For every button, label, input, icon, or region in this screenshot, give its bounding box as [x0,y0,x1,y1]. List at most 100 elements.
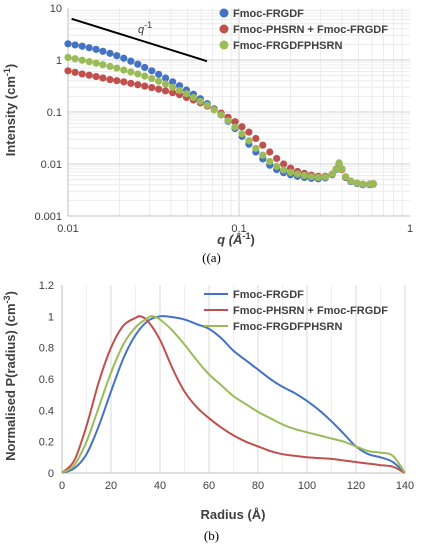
chart-a-point [148,67,156,75]
chart-a-point [353,179,361,187]
chart-a-point [252,134,260,143]
chart-a-point [155,77,163,85]
chart-b-x-tick-label: 80 [252,480,264,492]
chart-a-point [71,55,79,63]
chart-b-legend: Fmoc-FRGDF Fmoc-PHSRN + Fmoc-FRGDF Fmoc-FR… [204,289,388,333]
chart-a-point [106,62,114,71]
chart-a-x-tick-label: 0.1 [231,223,246,235]
chart-b-size-distribution: 0 20 40 60 80 100 120 140 0 0.2 0.4 0.6 0.8 1 1.2 Norm… [2,280,414,522]
chart-a-point [175,86,184,95]
chart-a-point [169,89,177,97]
chart-a-point [238,123,246,131]
chart-a-point [155,70,163,78]
chart-a-point [78,42,86,50]
chart-a-point [113,77,121,85]
chart-b-ticks: 0 20 40 60 80 100 120 140 0 0.2 0.4 0.6 0.8 1 1.2 [39,280,414,492]
chart-a-legend: Fmoc-FRGDF Fmoc-PHSRN + Fmoc-FRGDF Fmoc-FR… [219,8,388,52]
chart-a-point [141,72,149,80]
chart-a-point [321,173,329,181]
chart-a-point [120,54,128,62]
chart-a-point [78,70,86,78]
chart-a-point [300,171,309,180]
chart-a-point [78,56,86,64]
chart-a-ylabel: Intensity (cm-1) [2,64,18,157]
chart-a-point [127,79,135,87]
chart-b-series [61,315,406,474]
chart-a-point [64,67,72,75]
chart-b-x-tick-label: 140 [396,480,414,492]
chart-a-point [92,59,100,67]
chart-a-point [99,61,107,69]
chart-a-point [238,130,246,138]
chart-a-point [259,141,267,149]
chart-b-series-line-2 [61,315,406,474]
chart-a-legend-label: Fmoc-PHSRN + Fmoc-FRGDF [233,24,388,36]
chart-a-point [273,154,281,163]
chart-a-point [134,60,142,68]
chart-a-point [217,111,225,119]
chart-a-point [141,63,149,72]
panel-label-a: ((a) [202,250,221,265]
chart-a-series-2 [64,53,377,188]
chart-a-point [85,71,93,79]
chart-a-point [245,137,253,145]
chart-a-point [210,106,218,114]
chart-a-y-tick-label: 0.1 [47,107,62,119]
chart-a-point [134,70,142,78]
chart-a-point [279,160,288,168]
chart-a-point [127,68,135,76]
chart-b-x-tick-label: 0 [59,480,65,492]
chart-a-legend-label: Fmoc-FRGDFPHSRN [233,40,342,52]
chart-a-point [245,128,253,136]
chart-b-x-tick-label: 100 [298,480,316,492]
chart-a-point [169,78,177,86]
chart-b-series-line-1 [61,315,406,474]
chart-a-point [169,83,177,91]
chart-a-point [71,41,79,49]
chart-a-point [120,78,128,86]
chart-b-legend-label: Fmoc-FRGDF [233,289,304,301]
chart-a-point [141,82,149,90]
chart-a-xlabel: q (Å-1) [217,231,255,247]
chart-a-point [113,52,121,60]
chart-b-x-tick-label: 40 [154,480,166,492]
chart-a-point [224,117,232,125]
chart-a-x-tick-label: 1 [407,223,413,235]
chart-a-point [99,47,107,55]
chart-a-point [332,165,340,173]
chart-b-x-tick-label: 60 [203,480,215,492]
chart-b-series-line-0 [61,315,406,474]
chart-a-point [64,53,72,62]
chart-b-ylabel: Normalised P(radius) (cm-3) [2,291,18,461]
chart-b-grid [61,285,406,473]
chart-a-point [266,157,274,166]
chart-a-y-tick-label: 10 [50,3,62,15]
chart-a-point [335,159,343,167]
chart-a-point [307,173,315,181]
panel-label-b: (b) [203,528,220,543]
chart-a-point [314,173,322,182]
chart-a-point [231,118,239,126]
chart-b-y-tick-label: 1 [48,311,54,323]
chart-b-y-tick-label: 0.4 [39,405,54,417]
chart-a-legend-marker [219,24,229,34]
q-power-law-annotation: q-1 [138,20,152,36]
chart-b-y-tick-label: 0.2 [39,437,54,449]
chart-a-point [120,66,128,74]
chart-a-point [71,68,79,76]
chart-a-point [85,58,93,66]
chart-a-point [293,170,302,178]
chart-b-legend-label: Fmoc-FRGDFPHSRN [233,321,342,333]
chart-a-point [99,74,107,82]
chart-b-y-tick-label: 0 [48,468,54,480]
chart-b-xlabel: Radius (Å) [201,507,266,522]
chart-a-y-tick-label: 0.01 [41,159,62,171]
chart-a-point [148,83,156,92]
chart-a-point [155,85,163,93]
chart-a-point [279,166,288,174]
chart-a-point [252,144,260,152]
chart-b-x-tick-label: 20 [105,480,117,492]
chart-a-point [341,173,350,181]
chart-a-legend-label: Fmoc-FRGDF [233,8,304,20]
